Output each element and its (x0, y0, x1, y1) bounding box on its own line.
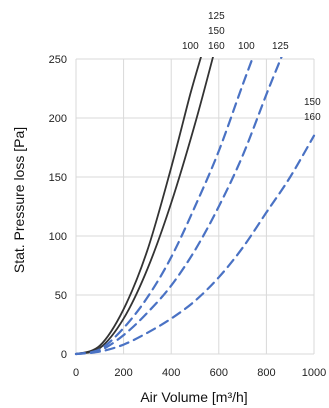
x-axis-title: Air Volume [m³/h] (140, 389, 247, 405)
dashed-curve-4 (74, 134, 316, 356)
dashed-curve-2 (74, 57, 255, 356)
y-tick-label: 0 (61, 349, 67, 361)
curve-label-150-dashed: 150 (304, 97, 321, 108)
y-tick-label: 250 (49, 54, 67, 66)
solid-curve-0 (75, 57, 202, 355)
curve-label-100-solid: 100 (182, 41, 199, 52)
x-tick-label: 400 (162, 367, 180, 379)
dashed-curve-3 (74, 57, 283, 356)
chart-curves (74, 57, 316, 356)
curve-label-125-dashed: 125 (272, 41, 289, 52)
x-tick-label: 0 (73, 367, 79, 379)
solid-curve-1 (75, 57, 214, 355)
y-tick-label: 200 (49, 113, 67, 125)
x-tick-label: 1000 (302, 367, 326, 379)
curve-label-150-solid: 150 (208, 26, 225, 37)
y-axis-title: Stat. Pressure loss [Pa] (11, 127, 27, 273)
curve-label-125-solid: 125 (208, 11, 225, 22)
y-tick-label: 100 (49, 231, 67, 243)
curve-label-100-dashed: 100 (238, 41, 255, 52)
chart-ticks: 0 200 400 600 800 1000 0 50 100 150 200 250 (49, 54, 327, 379)
curve-label-160-dashed: 160 (304, 112, 321, 123)
curve-labels: 100 125 150 160 100 125 150 160 (182, 11, 321, 123)
chart-grid (75, 58, 315, 355)
x-tick-label: 600 (210, 367, 228, 379)
y-tick-label: 150 (49, 172, 67, 184)
x-tick-label: 200 (114, 367, 132, 379)
y-tick-label: 50 (55, 290, 67, 302)
x-tick-label: 800 (257, 367, 275, 379)
curve-label-160-solid: 160 (208, 41, 225, 52)
